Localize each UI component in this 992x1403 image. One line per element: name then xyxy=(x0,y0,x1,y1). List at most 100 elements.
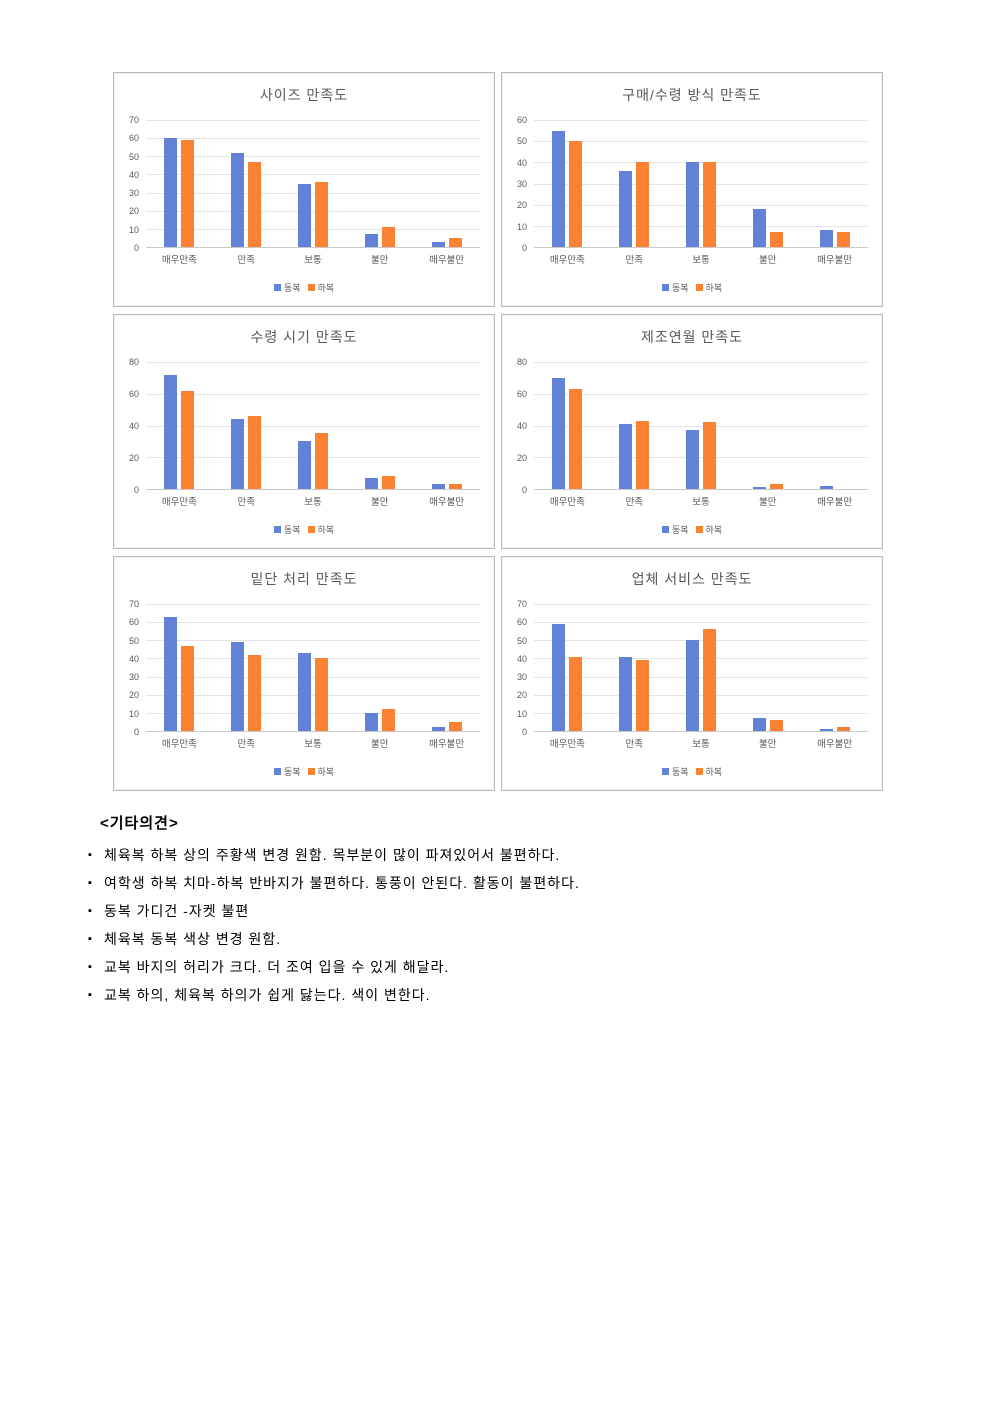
bar-group xyxy=(801,120,868,247)
y-axis-tick-label: 20 xyxy=(516,453,527,463)
y-axis-tick-label: 20 xyxy=(128,690,139,701)
x-axis-category-label: 매우불만 xyxy=(429,739,465,750)
chart-legend: 동복 하복 xyxy=(114,765,494,778)
bar-group xyxy=(413,604,480,731)
chart-panel-vendor-service-satisfaction: 업체 서비스 만족도 70 60 50 40 30 20 10 0 매우만족 만족 보통 불만 매우불… xyxy=(501,556,883,791)
chart-panel-delivery-timing-satisfaction: 수령 시기 만족도 80 60 40 20 0 매우만족 만족 보통 불만 매우불만 동복 하복 xyxy=(113,314,495,549)
chart-panel-purchase-method-satisfaction: 구매/수령 방식 만족도 60 50 40 30 20 10 0 매우만족 만족 보통 불만 매우불… xyxy=(501,72,883,307)
y-axis-tick-label: 40 xyxy=(128,169,139,180)
bar-하복 xyxy=(836,232,850,247)
bar-group xyxy=(280,604,347,731)
x-axis-category-label: 보통 xyxy=(304,255,322,266)
bar-하복 xyxy=(769,232,783,247)
chart-plot-area: 70 60 50 40 30 20 10 0 xyxy=(114,599,494,737)
bar-하복 xyxy=(381,476,395,489)
y-axis-tick-label: 80 xyxy=(128,357,139,367)
x-axis-category-label: 매우불만 xyxy=(817,497,853,508)
bar-동복 xyxy=(431,484,445,489)
gridline xyxy=(146,694,480,696)
legend-item-동복: 동복 xyxy=(661,523,689,536)
y-axis-tick-label: 50 xyxy=(516,136,527,147)
bar-동복 xyxy=(164,616,178,731)
gridline xyxy=(146,174,480,176)
gridline xyxy=(534,712,868,714)
x-axis-category-label: 만족 xyxy=(625,497,643,508)
x-axis-category-label: 만족 xyxy=(237,255,255,266)
chart-plot-area: 60 50 40 30 20 10 0 xyxy=(502,115,882,253)
legend-swatch-icon xyxy=(273,526,281,533)
bar-groups xyxy=(534,362,868,489)
y-axis-tick-label: 30 xyxy=(128,672,139,683)
legend-label: 하복 xyxy=(317,525,335,535)
gridline xyxy=(146,192,480,194)
legend-swatch-icon xyxy=(661,526,669,533)
y-axis: 80 60 40 20 0 xyxy=(114,357,146,495)
bar-하복 xyxy=(448,237,462,247)
y-axis-tick-label: 10 xyxy=(128,224,139,235)
opinion-list-item: 체육복 동복 색상 변경 원함. xyxy=(88,925,908,953)
legend-item-동복: 동복 xyxy=(661,765,689,778)
x-axis-category-label: 매우만족 xyxy=(549,255,585,266)
other-opinions-heading: <기타의견> xyxy=(100,815,179,832)
bar-동복 xyxy=(619,423,633,489)
plot xyxy=(534,120,868,248)
gridline xyxy=(534,183,868,185)
chart-panel-manufacture-date-satisfaction: 제조연월 만족도 80 60 40 20 0 매우만족 만족 보통 불만 매우불만 동복 하복 xyxy=(501,314,883,549)
y-axis-tick-label: 0 xyxy=(521,243,527,253)
bar-group xyxy=(601,362,668,489)
x-axis-category-label: 만족 xyxy=(625,739,643,750)
y-axis-tick-label: 60 xyxy=(128,389,139,399)
bar-하복 xyxy=(314,658,328,731)
bar-하복 xyxy=(181,139,195,247)
gridline xyxy=(534,457,868,459)
y-axis-tick-label: 40 xyxy=(516,653,527,664)
bar-동복 xyxy=(552,130,566,247)
y-axis-tick-label: 40 xyxy=(516,421,527,431)
bar-동복 xyxy=(364,234,378,247)
bar-group xyxy=(213,120,280,247)
chart-plot-area: 70 60 50 40 30 20 10 0 xyxy=(502,599,882,737)
bar-groups xyxy=(146,362,480,489)
plot xyxy=(534,362,868,490)
x-axis-category-label: 불만 xyxy=(759,255,777,266)
legend-label: 하복 xyxy=(705,283,723,293)
gridline xyxy=(146,138,480,140)
bar-동복 xyxy=(231,642,245,731)
bar-동복 xyxy=(752,208,766,247)
bar-동복 xyxy=(364,712,378,731)
chart-panel-size-satisfaction: 사이즈 만족도 70 60 50 40 30 20 10 0 매우만족 만족 보통 불만 매우불만 동… xyxy=(113,72,495,307)
bar-동복 xyxy=(752,718,766,731)
plot xyxy=(146,362,480,490)
bar-동복 xyxy=(552,377,566,489)
bar-group xyxy=(734,604,801,731)
bar-하복 xyxy=(381,709,395,731)
opinion-list-item: 체육복 하복 상의 주황색 변경 원함. 목부분이 많이 파져있어서 불편하다. xyxy=(88,841,908,869)
bar-group xyxy=(346,120,413,247)
legend-item-하복: 하복 xyxy=(695,523,722,536)
chart-plot-area: 70 60 50 40 30 20 10 0 xyxy=(114,115,494,253)
bar-동복 xyxy=(364,477,378,489)
gridline xyxy=(146,712,480,714)
chart-legend: 동복 하복 xyxy=(502,765,882,778)
bar-동복 xyxy=(685,640,699,731)
other-opinions-section: <기타의견> 체육복 하복 상의 주황색 변경 원함. 목부분이 많이 파져있어… xyxy=(88,812,908,1009)
bar-하복 xyxy=(569,656,583,731)
gridline xyxy=(534,658,868,660)
gridline xyxy=(146,210,480,212)
opinion-list-item: 동복 가디건 -자켓 불편 xyxy=(88,897,908,925)
chart-plot-area: 80 60 40 20 0 xyxy=(502,357,882,495)
chart-legend: 동복 하복 xyxy=(114,523,494,536)
bar-group xyxy=(280,120,347,247)
x-axis-labels: 매우만족 만족 보통 불만 매우불만 xyxy=(534,494,868,510)
x-axis-category-label: 매우불만 xyxy=(817,255,853,266)
bar-group xyxy=(801,362,868,489)
bar-group xyxy=(668,362,735,489)
x-axis-category-label: 매우불만 xyxy=(817,739,853,750)
bar-하복 xyxy=(248,654,262,731)
x-axis-category-label: 매우만족 xyxy=(161,497,197,508)
chart-title: 밑단 처리 만족도 xyxy=(250,571,358,587)
legend-item-하복: 하복 xyxy=(695,765,722,778)
gridline xyxy=(146,604,480,605)
bar-group xyxy=(213,362,280,489)
y-axis-tick-label: 0 xyxy=(521,485,527,495)
